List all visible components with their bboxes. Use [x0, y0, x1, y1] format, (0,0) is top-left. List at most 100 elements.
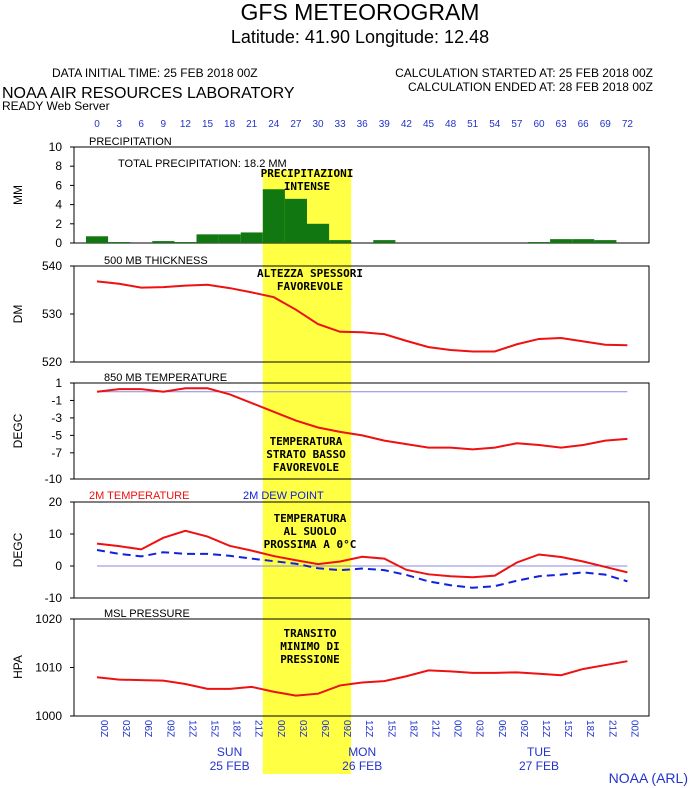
- annotation-text: MINIMO DI: [280, 640, 340, 653]
- y-tick-label: 2: [55, 217, 62, 231]
- precip-bar: [528, 242, 551, 243]
- y-tick-label: -10: [45, 591, 63, 605]
- annotation-text: TEMPERATURA: [270, 435, 343, 448]
- hour-bottom-label: 18Z: [231, 720, 242, 737]
- day-date: 26 FEB: [342, 759, 382, 773]
- hour-bottom-label: 12Z: [363, 720, 374, 737]
- hour-tick-label: 48: [445, 119, 457, 130]
- annotation-text: INTENSE: [284, 180, 330, 193]
- y-tick-label: 520: [42, 355, 62, 369]
- annotation-text: PRECIPITAZIONI: [261, 167, 354, 180]
- y-tick-label: 1020: [35, 612, 62, 626]
- precip-bar: [108, 242, 131, 243]
- precip-bar: [196, 234, 219, 243]
- day-date: 25 FEB: [210, 759, 250, 773]
- y-tick-label: 1: [55, 376, 62, 390]
- hour-tick-label: 63: [556, 119, 568, 130]
- y-tick-label: -1: [51, 393, 62, 407]
- hour-tick-label: 39: [379, 119, 391, 130]
- page-title: GFS METEOROGRAM: [241, 0, 480, 25]
- panel-frame: [73, 382, 650, 480]
- hour-tick-label: 57: [511, 119, 523, 130]
- day-name: MON: [348, 745, 376, 759]
- day-name: TUE: [527, 745, 551, 759]
- calc-started: CALCULATION STARTED AT: 25 FEB 2018 00Z: [395, 66, 653, 80]
- y-axis-label: DM: [11, 305, 25, 324]
- y-tick-label: 10: [49, 527, 63, 541]
- precip-total: TOTAL PRECIPITATION: 18.2 MM: [118, 158, 287, 170]
- y-tick-label: 10: [49, 140, 63, 154]
- day-date: 27 FEB: [519, 759, 559, 773]
- lab-name: NOAA AIR RESOURCES LABORATORY: [2, 85, 295, 102]
- calc-ended: CALCULATION ENDED AT: 28 FEB 2018 00Z: [408, 80, 653, 94]
- annotation-text: FAVOREVOLE: [273, 461, 339, 474]
- annotation-text: TRANSITO: [284, 627, 337, 640]
- y-axis-label: DEGC: [11, 413, 25, 448]
- hour-bottom-label: 03Z: [297, 720, 308, 737]
- hour-tick-label: 72: [622, 119, 634, 130]
- hour-tick-label: 27: [290, 119, 302, 130]
- hour-bottom-label: 09Z: [341, 720, 352, 737]
- hour-tick-label: 66: [578, 119, 590, 130]
- hour-tick-label: 3: [116, 119, 122, 130]
- annotation-text: PROSSIMA A 0°C: [264, 538, 357, 551]
- panel-title: MSL PRESSURE: [104, 608, 190, 620]
- annotation-text: STRATO BASSO: [266, 448, 346, 461]
- hour-tick-label: 45: [423, 119, 435, 130]
- hour-tick-label: 6: [138, 119, 144, 130]
- y-tick-label: 20: [49, 495, 63, 509]
- precip-bar: [218, 234, 241, 243]
- y-tick-label: 4: [55, 198, 62, 212]
- y-axis-label: DEGC: [11, 532, 25, 567]
- hour-bottom-label: 09Z: [164, 720, 175, 737]
- hour-tick-label: 33: [335, 119, 347, 130]
- annotation-text: AL SUOLO: [284, 525, 337, 538]
- hour-bottom-label: 06Z: [319, 720, 330, 737]
- precip-bar: [284, 198, 307, 243]
- precip-bar: [594, 240, 617, 243]
- series-line: [96, 660, 628, 697]
- hour-tick-label: 0: [94, 119, 100, 130]
- series-line: [96, 280, 628, 353]
- hour-bottom-label: 15Z: [385, 720, 396, 737]
- highlight-band: [262, 170, 352, 774]
- hour-bottom-label: 03Z: [474, 720, 485, 737]
- hour-tick-label: 24: [268, 119, 280, 130]
- y-tick-label: 530: [42, 307, 62, 321]
- panel-title: PRECIPITATION: [89, 136, 172, 148]
- panel-frame: [73, 501, 650, 599]
- precip-bar: [572, 239, 595, 243]
- y-tick-label: 540: [42, 259, 62, 273]
- hour-bottom-label: 09Z: [518, 720, 529, 737]
- precip-bar: [550, 239, 573, 243]
- panel-title: 2M TEMPERATURE: [89, 490, 189, 502]
- y-axis-label: HPA: [11, 655, 25, 679]
- dewpoint-line: [96, 549, 628, 589]
- hour-bottom-label: 06Z: [142, 720, 153, 737]
- panel-title: 500 MB THICKNESS: [104, 255, 208, 267]
- y-tick-label: 0: [55, 559, 62, 573]
- hour-tick-label: 60: [533, 119, 545, 130]
- hour-tick-label: 54: [489, 119, 501, 130]
- hour-bottom-label: 15Z: [209, 720, 220, 737]
- annotation-text: TEMPERATURA: [274, 512, 347, 525]
- series-line: [96, 387, 628, 451]
- hour-tick-label: 12: [180, 119, 192, 130]
- y-tick-label: 8: [55, 159, 62, 173]
- y-tick-label: 1000: [35, 709, 62, 723]
- hour-tick-label: 21: [246, 119, 258, 130]
- hour-bottom-label: 03Z: [120, 720, 131, 737]
- server-name: READY Web Server: [2, 99, 110, 113]
- precip-bar: [329, 240, 352, 243]
- hour-bottom-label: 21Z: [430, 720, 441, 737]
- y-axis-label: MM: [11, 185, 25, 205]
- y-tick-label: 6: [55, 178, 62, 192]
- hour-tick-label: 18: [224, 119, 236, 130]
- hour-bottom-label: 21Z: [606, 720, 617, 737]
- chart-layer: 0 3 6 9 12 15 18 21 24 27 30 33 36 39 42 45 48 51 54 57 60 63…: [11, 119, 650, 773]
- initial-time: DATA INITIAL TIME: 25 FEB 2018 00Z: [52, 66, 258, 80]
- annotation-text: FAVOREVOLE: [277, 280, 343, 293]
- coordinates: Latitude: 41.90 Longitude: 12.48: [231, 27, 489, 47]
- annotation-text: ALTEZZA SPESSORI: [257, 267, 363, 280]
